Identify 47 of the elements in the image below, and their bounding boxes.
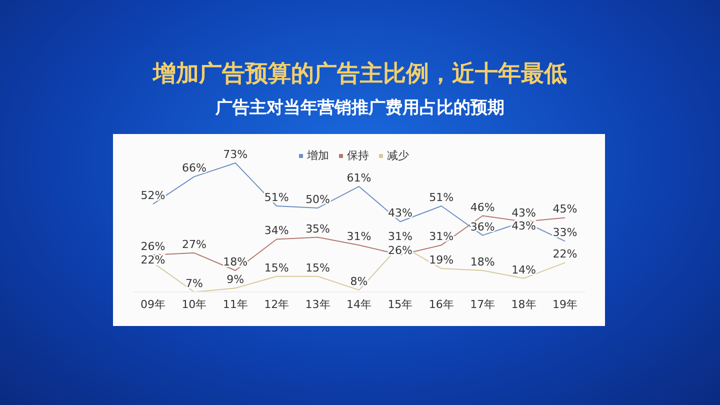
data-label: 34% — [264, 224, 289, 238]
data-label: 27% — [182, 238, 206, 251]
data-label: 22% — [552, 248, 578, 261]
data-label: 31% — [388, 230, 412, 244]
data-label: 14% — [512, 263, 536, 276]
x-tick-label: 09年 — [140, 298, 166, 311]
x-tick-label: 16年 — [428, 298, 454, 311]
data-label: 9% — [226, 273, 244, 286]
x-tick-label: 19年 — [552, 298, 578, 311]
data-label: 15% — [306, 261, 330, 274]
data-label: 35% — [306, 222, 330, 236]
x-tick-label: 17年 — [470, 298, 496, 311]
data-label: 22% — [140, 254, 166, 267]
legend-label: 保持 — [347, 149, 369, 162]
data-label: 45% — [552, 202, 578, 216]
x-tick-label: 12年 — [264, 298, 290, 311]
data-label: 61% — [346, 171, 372, 184]
x-tick-label: 15年 — [388, 298, 413, 311]
data-label: 33% — [552, 226, 578, 240]
data-label: 73% — [223, 148, 248, 161]
data-label: 50% — [306, 192, 330, 206]
x-tick-label: 18年 — [511, 298, 536, 311]
data-label: 31% — [346, 230, 372, 244]
data-label: 15% — [264, 261, 289, 274]
legend-label: 增加 — [307, 149, 329, 162]
data-label: 18% — [223, 256, 248, 268]
data-label: 43% — [388, 206, 412, 220]
data-label: 31% — [429, 230, 454, 244]
x-tick-label: 11年 — [222, 298, 248, 311]
data-label: 26% — [140, 240, 166, 253]
x-tick-label: 10年 — [182, 298, 207, 311]
data-label: 36% — [470, 220, 495, 234]
chart-title: 增加广告预算的广告主比例，近十年最低 — [151, 60, 568, 89]
data-label: 19% — [429, 254, 454, 267]
data-label: 66% — [182, 162, 206, 175]
data-label: 18% — [470, 256, 495, 268]
data-label: 46% — [470, 200, 495, 214]
x-tick-label: 13年 — [305, 298, 330, 311]
data-label: 43% — [512, 206, 536, 220]
x-tick-label: 14年 — [346, 298, 372, 311]
data-label: 26% — [388, 244, 412, 257]
data-label: 52% — [140, 189, 166, 202]
chart-subtitle: 广告主对当年营销推广费用占比的预期 — [214, 97, 506, 119]
data-label: 51% — [429, 191, 454, 204]
data-label: 7% — [185, 277, 203, 290]
data-label: 8% — [350, 275, 368, 288]
legend-label: 减少 — [387, 149, 409, 162]
